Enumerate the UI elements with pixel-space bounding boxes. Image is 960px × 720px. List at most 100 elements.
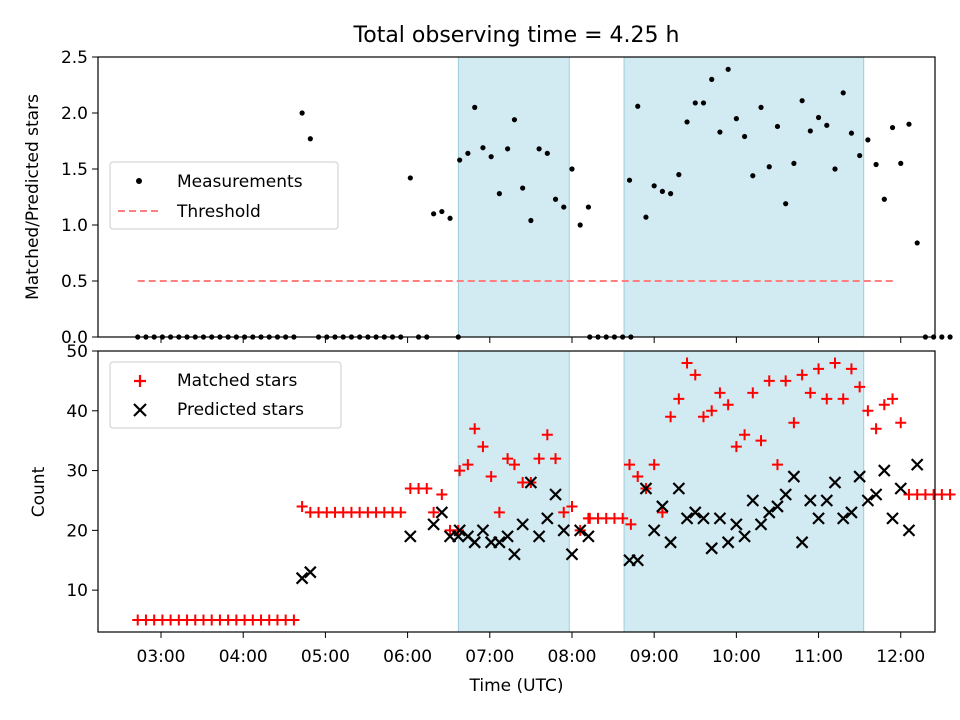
measurements-point bbox=[520, 185, 526, 191]
measurements-point bbox=[504, 146, 511, 152]
predicted-stars-point bbox=[501, 530, 514, 543]
legend-threshold-label: Threshold bbox=[176, 202, 261, 222]
predicted-stars-point bbox=[532, 530, 546, 543]
bottom-x-ticks: 03:00 04:00 05:00 06:00 07:00 08:00 09:00 10:00… bbox=[137, 632, 925, 667]
matched-stars-point bbox=[493, 506, 505, 518]
predicted-stars-point bbox=[672, 482, 686, 495]
matched-stars-point bbox=[862, 405, 874, 417]
measurements-point bbox=[791, 160, 797, 166]
matched-stars-point bbox=[730, 441, 742, 453]
measurements-point bbox=[544, 150, 550, 156]
top-y-ticks: 0.0 0.5 1.0 1.5 2.0 2.5 bbox=[61, 48, 98, 348]
measurements-point bbox=[783, 201, 789, 207]
x-tick-label: 06:00 bbox=[383, 647, 432, 667]
measurements-point bbox=[692, 100, 698, 106]
predicted-stars-point bbox=[476, 524, 490, 537]
matched-stars-point bbox=[796, 369, 808, 381]
measurements-point bbox=[725, 66, 731, 72]
predicted-stars-point bbox=[705, 542, 718, 555]
x-tick-label: 04:00 bbox=[219, 647, 268, 667]
predicted-stars-point bbox=[680, 512, 694, 525]
matched-stars-point bbox=[648, 459, 660, 471]
predicted-stars-point bbox=[795, 536, 809, 549]
predicted-stars-point bbox=[738, 530, 751, 543]
legend-predicted-marker bbox=[133, 403, 147, 417]
top-panel: 0.0 0.5 1.0 1.5 2.0 2.5 Matched/Predicted sta… bbox=[23, 48, 953, 348]
bottom-panel: 10 20 30 40 50 03:00 04:00 05:00 06:00 07:00 08:0… bbox=[29, 342, 956, 696]
matched-stars-point bbox=[697, 411, 709, 423]
bottom-y-tick-label: 20 bbox=[66, 521, 88, 541]
x-tick-label: 08:00 bbox=[547, 647, 596, 667]
measurements-point bbox=[431, 211, 437, 217]
predicted-stars-point bbox=[582, 530, 595, 543]
measurements-point bbox=[299, 110, 305, 116]
top-y-tick-label: 2.0 bbox=[61, 104, 88, 124]
chart-title: Total observing time = 4.25 h bbox=[353, 23, 680, 48]
measurements-point bbox=[700, 100, 707, 106]
measurements-point bbox=[684, 119, 690, 125]
matched-stars-point bbox=[780, 375, 792, 387]
matched-stars-point bbox=[804, 387, 816, 399]
bottom-y-ticks: 10 20 30 40 50 bbox=[66, 342, 98, 601]
top-y-tick-label: 0.0 bbox=[61, 328, 88, 348]
measurements-point bbox=[577, 222, 583, 228]
measurements-point bbox=[832, 166, 838, 172]
matched-stars-point bbox=[755, 435, 767, 447]
matched-stars-point bbox=[837, 393, 849, 405]
measurements-point bbox=[676, 172, 682, 178]
matched-stars-point bbox=[673, 393, 685, 405]
matched-stars-point bbox=[617, 512, 629, 524]
measurements-point bbox=[824, 122, 830, 128]
predicted-stars-point bbox=[902, 524, 916, 537]
measurements-point bbox=[807, 128, 813, 134]
predicted-stars-point bbox=[688, 506, 702, 519]
matched-stars-point bbox=[462, 459, 474, 471]
predicted-stars-point bbox=[721, 536, 735, 549]
matched-stars-point bbox=[722, 399, 734, 411]
predicted-stars-point bbox=[427, 518, 440, 531]
measurements-point bbox=[873, 161, 879, 168]
measurements-point bbox=[914, 240, 920, 246]
matched-stars-point bbox=[502, 453, 514, 465]
matched-stars-point bbox=[689, 369, 701, 381]
matched-stars-point bbox=[550, 453, 562, 465]
measurements-point bbox=[472, 104, 478, 110]
matched-stars-point bbox=[854, 381, 866, 393]
top-y-tick-label: 2.5 bbox=[61, 48, 88, 68]
matched-stars-point bbox=[656, 506, 668, 518]
measurements-point bbox=[528, 217, 534, 224]
measurements-point bbox=[889, 124, 896, 131]
predicted-stars-point bbox=[771, 500, 784, 513]
measurements-point bbox=[488, 154, 494, 160]
predicted-stars-point bbox=[573, 524, 587, 537]
top-y-axis-label: Matched/Predicted stars bbox=[23, 94, 43, 300]
predicted-stars-point bbox=[861, 494, 875, 507]
measurements-point bbox=[774, 123, 781, 130]
matched-stars-point bbox=[566, 500, 578, 512]
bottom-y-tick-label: 50 bbox=[66, 342, 88, 362]
matched-stars-point bbox=[714, 387, 726, 399]
matched-stars-point bbox=[632, 471, 644, 483]
measurements-point bbox=[865, 137, 871, 143]
matched-stars-point bbox=[469, 423, 481, 435]
matched-stars-point bbox=[454, 465, 466, 477]
predicted-stars-point bbox=[804, 494, 817, 507]
measurements-point bbox=[635, 103, 641, 109]
top-legend: Measurements Threshold bbox=[109, 161, 339, 230]
matched-stars-point bbox=[541, 429, 553, 441]
matched-stars-point bbox=[788, 417, 800, 429]
matched-stars-point bbox=[477, 441, 489, 453]
measurements-point bbox=[511, 117, 518, 123]
measurements-point bbox=[840, 90, 846, 96]
measurements-point bbox=[766, 164, 772, 170]
predicted-stars-point bbox=[435, 506, 449, 519]
predicted-stars-point bbox=[853, 470, 866, 483]
x-tick-label: 07:00 bbox=[465, 647, 514, 667]
measurements-point bbox=[496, 191, 502, 197]
measurements-point bbox=[643, 214, 649, 220]
matched-stars-point bbox=[428, 506, 440, 518]
predicted-stars-point bbox=[762, 506, 776, 519]
predicted-stars-point bbox=[557, 524, 571, 537]
matched-stars-point bbox=[436, 488, 448, 500]
top-axes-frame bbox=[97, 56, 936, 338]
